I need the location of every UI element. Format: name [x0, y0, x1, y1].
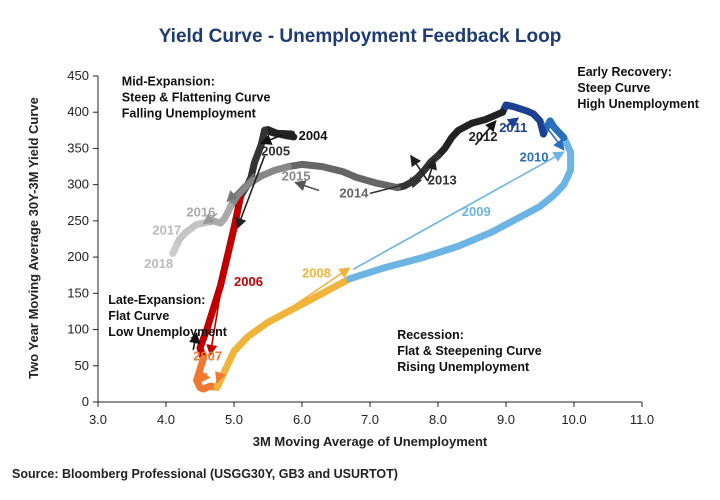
y-tick-labels: 0 50 100 150 200 250 300 350 400 450	[67, 68, 98, 409]
x-tick-label: 6.0	[293, 412, 311, 427]
series-line-2009	[346, 134, 575, 283]
year-label-2008: 2008	[302, 265, 331, 280]
annotation-line: Rising Unemployment	[397, 360, 530, 374]
trend-arrows	[189, 117, 565, 384]
x-tick-label: 9.0	[497, 412, 515, 427]
series-line-2004	[261, 126, 298, 141]
y-tick-label: 200	[67, 249, 89, 264]
year-label-2007: 2007	[193, 349, 222, 364]
y-tick-label: 50	[75, 358, 89, 373]
series-line-2014	[284, 160, 401, 192]
year-label-2016: 2016	[186, 205, 215, 220]
trend-arrow	[352, 151, 565, 271]
annotation-line: High Unemployment	[577, 97, 699, 111]
trend-arrow	[426, 158, 437, 182]
source-note: Source: Bloomberg Professional (USGG30Y,…	[12, 467, 398, 481]
annotation-line: Recession:	[397, 328, 464, 342]
y-tick-label: 450	[67, 68, 89, 83]
x-tick-label: 7.0	[361, 412, 379, 427]
x-tick-label: 4.0	[157, 412, 175, 427]
trend-arrow	[410, 154, 429, 182]
phase-annotation: Recession: Flat & Steepening Curve Rising …	[397, 328, 542, 374]
trend-arrow	[215, 371, 226, 384]
series-line-2012	[434, 108, 507, 160]
phase-annotation: Late-Expansion: Flat Curve Low Unemploymen…	[108, 293, 228, 339]
annotation-line: Early Recovery:	[577, 65, 672, 79]
year-label-2015: 2015	[282, 168, 311, 183]
trend-arrow	[226, 173, 255, 203]
annotation-line: Mid-Expansion:	[122, 74, 215, 88]
y-tick-label: 300	[67, 177, 89, 192]
annotation-line: Steep Curve	[577, 81, 650, 95]
trend-arrow	[202, 213, 218, 225]
x-tick-label: 3.0	[89, 412, 107, 427]
series-line-2011	[499, 101, 547, 138]
phase-annotations: Mid-Expansion: Steep & Flattening Curve Fa…	[108, 65, 700, 374]
year-label-2005: 2005	[261, 144, 290, 159]
year-label-2004: 2004	[299, 128, 329, 143]
year-label-2013: 2013	[428, 173, 457, 188]
year-label-2009: 2009	[462, 204, 491, 219]
y-tick-label: 250	[67, 213, 89, 228]
y-tick-label: 0	[82, 394, 89, 409]
trend-arrow	[369, 177, 423, 195]
trend-arrow	[189, 332, 201, 350]
series-line-2007	[193, 355, 221, 393]
y-tick-label: 150	[67, 285, 89, 300]
trend-arrow	[235, 155, 266, 230]
annotation-line: Late-Expansion:	[108, 293, 205, 307]
trend-arrow	[542, 122, 565, 151]
chart-title: Yield Curve - Unemployment Feedback Loop	[159, 26, 562, 47]
series-line-2008	[213, 275, 354, 391]
year-label-2017: 2017	[152, 223, 181, 238]
trend-arrow	[206, 231, 232, 357]
trend-arrow	[505, 117, 520, 129]
x-axis-label: 3M Moving Average of Unemployment	[253, 434, 488, 449]
year-label-2011: 2011	[499, 120, 527, 135]
series-line-2017	[172, 218, 211, 250]
annotation-line: Falling Unemployment	[122, 106, 257, 120]
x-tick-label: 10.0	[561, 412, 586, 427]
x-tick-labels: 3.0 4.0 5.0 6.0 7.0 8.0 9.0 10.0 11.0	[89, 402, 654, 427]
trend-arrow	[474, 120, 497, 146]
phase-annotation: Early Recovery: Steep Curve High Unemploym…	[577, 65, 699, 111]
annotation-line: Low Unemployment	[108, 325, 228, 339]
year-label-2018: 2018	[144, 256, 173, 271]
series-line-2018	[169, 242, 180, 257]
x-tick-label: 5.0	[225, 412, 243, 427]
trend-arrow	[199, 370, 211, 384]
year-label-2012: 2012	[469, 129, 498, 144]
year-label-2014: 2014	[339, 186, 369, 201]
trend-arrow	[247, 267, 351, 338]
x-tick-label: 11.0	[630, 412, 654, 427]
year-label-2010: 2010	[520, 149, 549, 164]
year-label-2006: 2006	[234, 274, 263, 289]
y-tick-label: 400	[67, 104, 89, 119]
trend-arrow	[294, 180, 320, 192]
annotation-line: Flat & Steepening Curve	[397, 344, 542, 358]
series-line-2006	[196, 192, 245, 362]
y-axis-label: Two Year Moving Average 30Y-3M Yield Cur…	[26, 97, 41, 379]
trend-arrow	[260, 133, 284, 145]
y-tick-label: 350	[67, 140, 89, 155]
x-tick-label: 8.0	[429, 412, 447, 427]
y-tick-label: 100	[67, 322, 89, 337]
annotation-line: Steep & Flattening Curve	[122, 90, 271, 104]
annotation-line: Flat Curve	[108, 309, 169, 323]
phase-annotation: Mid-Expansion: Steep & Flattening Curve Fa…	[122, 74, 271, 120]
